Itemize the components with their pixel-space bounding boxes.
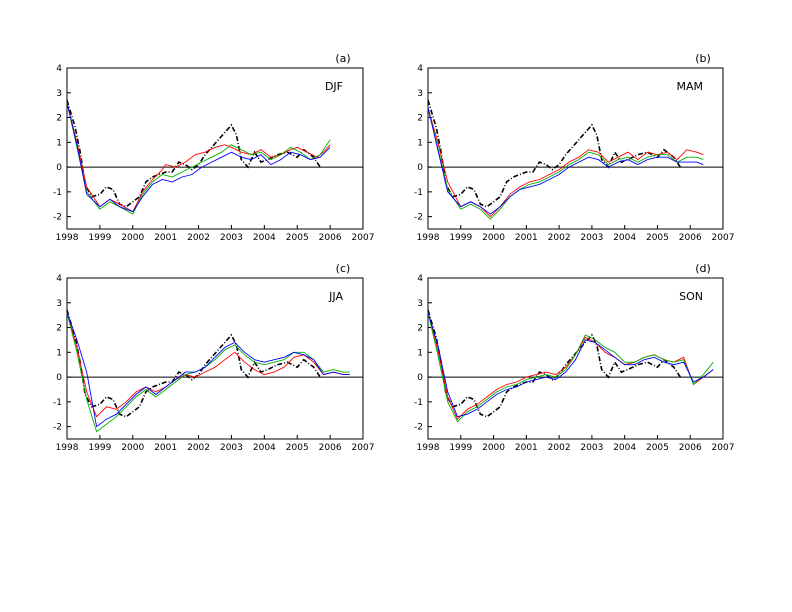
season-label: DJF: [325, 80, 343, 93]
season-label: JJA: [328, 290, 343, 303]
y-tick-label: 4: [56, 274, 62, 284]
x-tick-label: 2004: [253, 443, 276, 453]
x-tick-label: 2002: [187, 443, 210, 453]
y-tick-label: 3: [417, 299, 423, 309]
series-line-3: [427, 107, 704, 215]
x-tick-label: 1998: [417, 443, 440, 453]
x-tick-label: 2006: [319, 443, 342, 453]
series-line-3: [66, 102, 331, 213]
y-tick-label: -1: [414, 188, 423, 198]
series-line-2: [66, 312, 350, 433]
panel-label: (c): [336, 262, 351, 275]
x-tick-label: 2003: [220, 443, 243, 453]
y-tick-label: 3: [417, 89, 423, 99]
panel-label: (a): [335, 52, 350, 65]
x-tick-label: 2007: [352, 233, 375, 243]
x-tick-label: 2007: [712, 233, 735, 243]
x-tick-label: 1998: [417, 233, 440, 243]
series-line-0: [66, 309, 321, 418]
x-tick-label: 2003: [220, 233, 243, 243]
y-tick-label: 2: [56, 324, 62, 334]
y-tick-label: 4: [417, 64, 423, 74]
y-tick-label: -2: [414, 423, 423, 433]
x-tick-label: 1999: [449, 443, 472, 453]
plot-frame: [427, 67, 724, 230]
x-tick-label: 2005: [286, 443, 309, 453]
y-tick-label: 0: [417, 373, 423, 383]
x-tick-label: 2005: [286, 233, 309, 243]
x-tick-label: 2007: [352, 443, 375, 453]
x-tick-label: 2001: [154, 233, 177, 243]
y-tick-label: 1: [417, 138, 423, 148]
x-tick-label: 2002: [548, 233, 571, 243]
x-tick-label: 2001: [154, 443, 177, 453]
x-tick-label: 2000: [121, 443, 144, 453]
panel-d: 1998 1999 2000 2001 2002 2003 2004 2005 2006 2007…: [414, 262, 734, 453]
series-line-0: [427, 309, 682, 418]
x-tick-label: 1999: [449, 233, 472, 243]
x-tick-label: 2004: [613, 443, 636, 453]
x-tick-label: 2007: [712, 443, 735, 453]
season-label: SON: [679, 290, 703, 303]
x-tick-label: 2000: [482, 233, 505, 243]
y-tick-label: 4: [417, 274, 423, 284]
series-line-1: [66, 102, 331, 213]
x-tick-label: 2001: [515, 233, 538, 243]
x-tick-label: 2000: [482, 443, 505, 453]
y-tick-label: 2: [56, 114, 62, 124]
y-tick-label: 1: [56, 138, 62, 148]
panel-label: (d): [695, 262, 711, 275]
series-line-2: [66, 102, 331, 215]
y-tick-label: -2: [53, 213, 62, 223]
panel-a: 1998 1999 2000 2001 2002 2003 2004 2005 2006 2007…: [53, 52, 374, 243]
y-tick-label: -2: [414, 213, 423, 223]
panel-b: 1998 1999 2000 2001 2002 2003 2004 2005 2006 2007…: [414, 52, 734, 243]
x-tick-label: 2002: [187, 233, 210, 243]
y-tick-label: 2: [417, 324, 423, 334]
y-tick-label: -1: [53, 188, 62, 198]
x-tick-label: 2001: [515, 443, 538, 453]
x-tick-label: 2005: [646, 233, 669, 243]
y-tick-label: 2: [417, 114, 423, 124]
x-tick-label: 1998: [56, 233, 79, 243]
y-tick-label: -2: [53, 423, 62, 433]
panel-c: 1998 1999 2000 2001 2002 2003 2004 2005 2006 2007…: [53, 262, 374, 453]
season-label: MAM: [676, 80, 703, 93]
x-tick-label: 2000: [121, 233, 144, 243]
y-tick-label: -1: [414, 398, 423, 408]
series-line-2: [427, 107, 704, 220]
series-line-3: [427, 312, 714, 418]
x-tick-label: 2003: [580, 443, 603, 453]
x-tick-label: 1998: [56, 443, 79, 453]
y-tick-label: 0: [56, 373, 62, 383]
series-line-3: [66, 312, 350, 428]
x-tick-label: 1999: [88, 233, 111, 243]
plot-frame: [427, 277, 724, 440]
series-line-2: [427, 312, 714, 423]
x-tick-label: 2004: [253, 233, 276, 243]
panel-label: (b): [695, 52, 711, 65]
x-tick-label: 2006: [319, 233, 342, 243]
x-tick-label: 2005: [646, 443, 669, 453]
x-tick-label: 2006: [679, 443, 702, 453]
y-tick-label: 4: [56, 64, 62, 74]
x-tick-label: 2002: [548, 443, 571, 453]
x-tick-label: 2003: [580, 233, 603, 243]
series-line-1: [427, 107, 704, 218]
plot-frame: [66, 277, 364, 440]
y-tick-label: 0: [56, 163, 62, 173]
y-tick-label: 1: [56, 348, 62, 358]
y-tick-label: 0: [417, 163, 423, 173]
x-tick-label: 1999: [88, 443, 111, 453]
y-tick-label: -1: [53, 398, 62, 408]
y-tick-label: 3: [56, 299, 62, 309]
y-tick-label: 3: [56, 89, 62, 99]
x-tick-label: 2004: [613, 233, 636, 243]
y-tick-label: 1: [417, 348, 423, 358]
series-line-0: [427, 99, 682, 208]
x-tick-label: 2006: [679, 233, 702, 243]
plot-frame: [66, 67, 364, 230]
